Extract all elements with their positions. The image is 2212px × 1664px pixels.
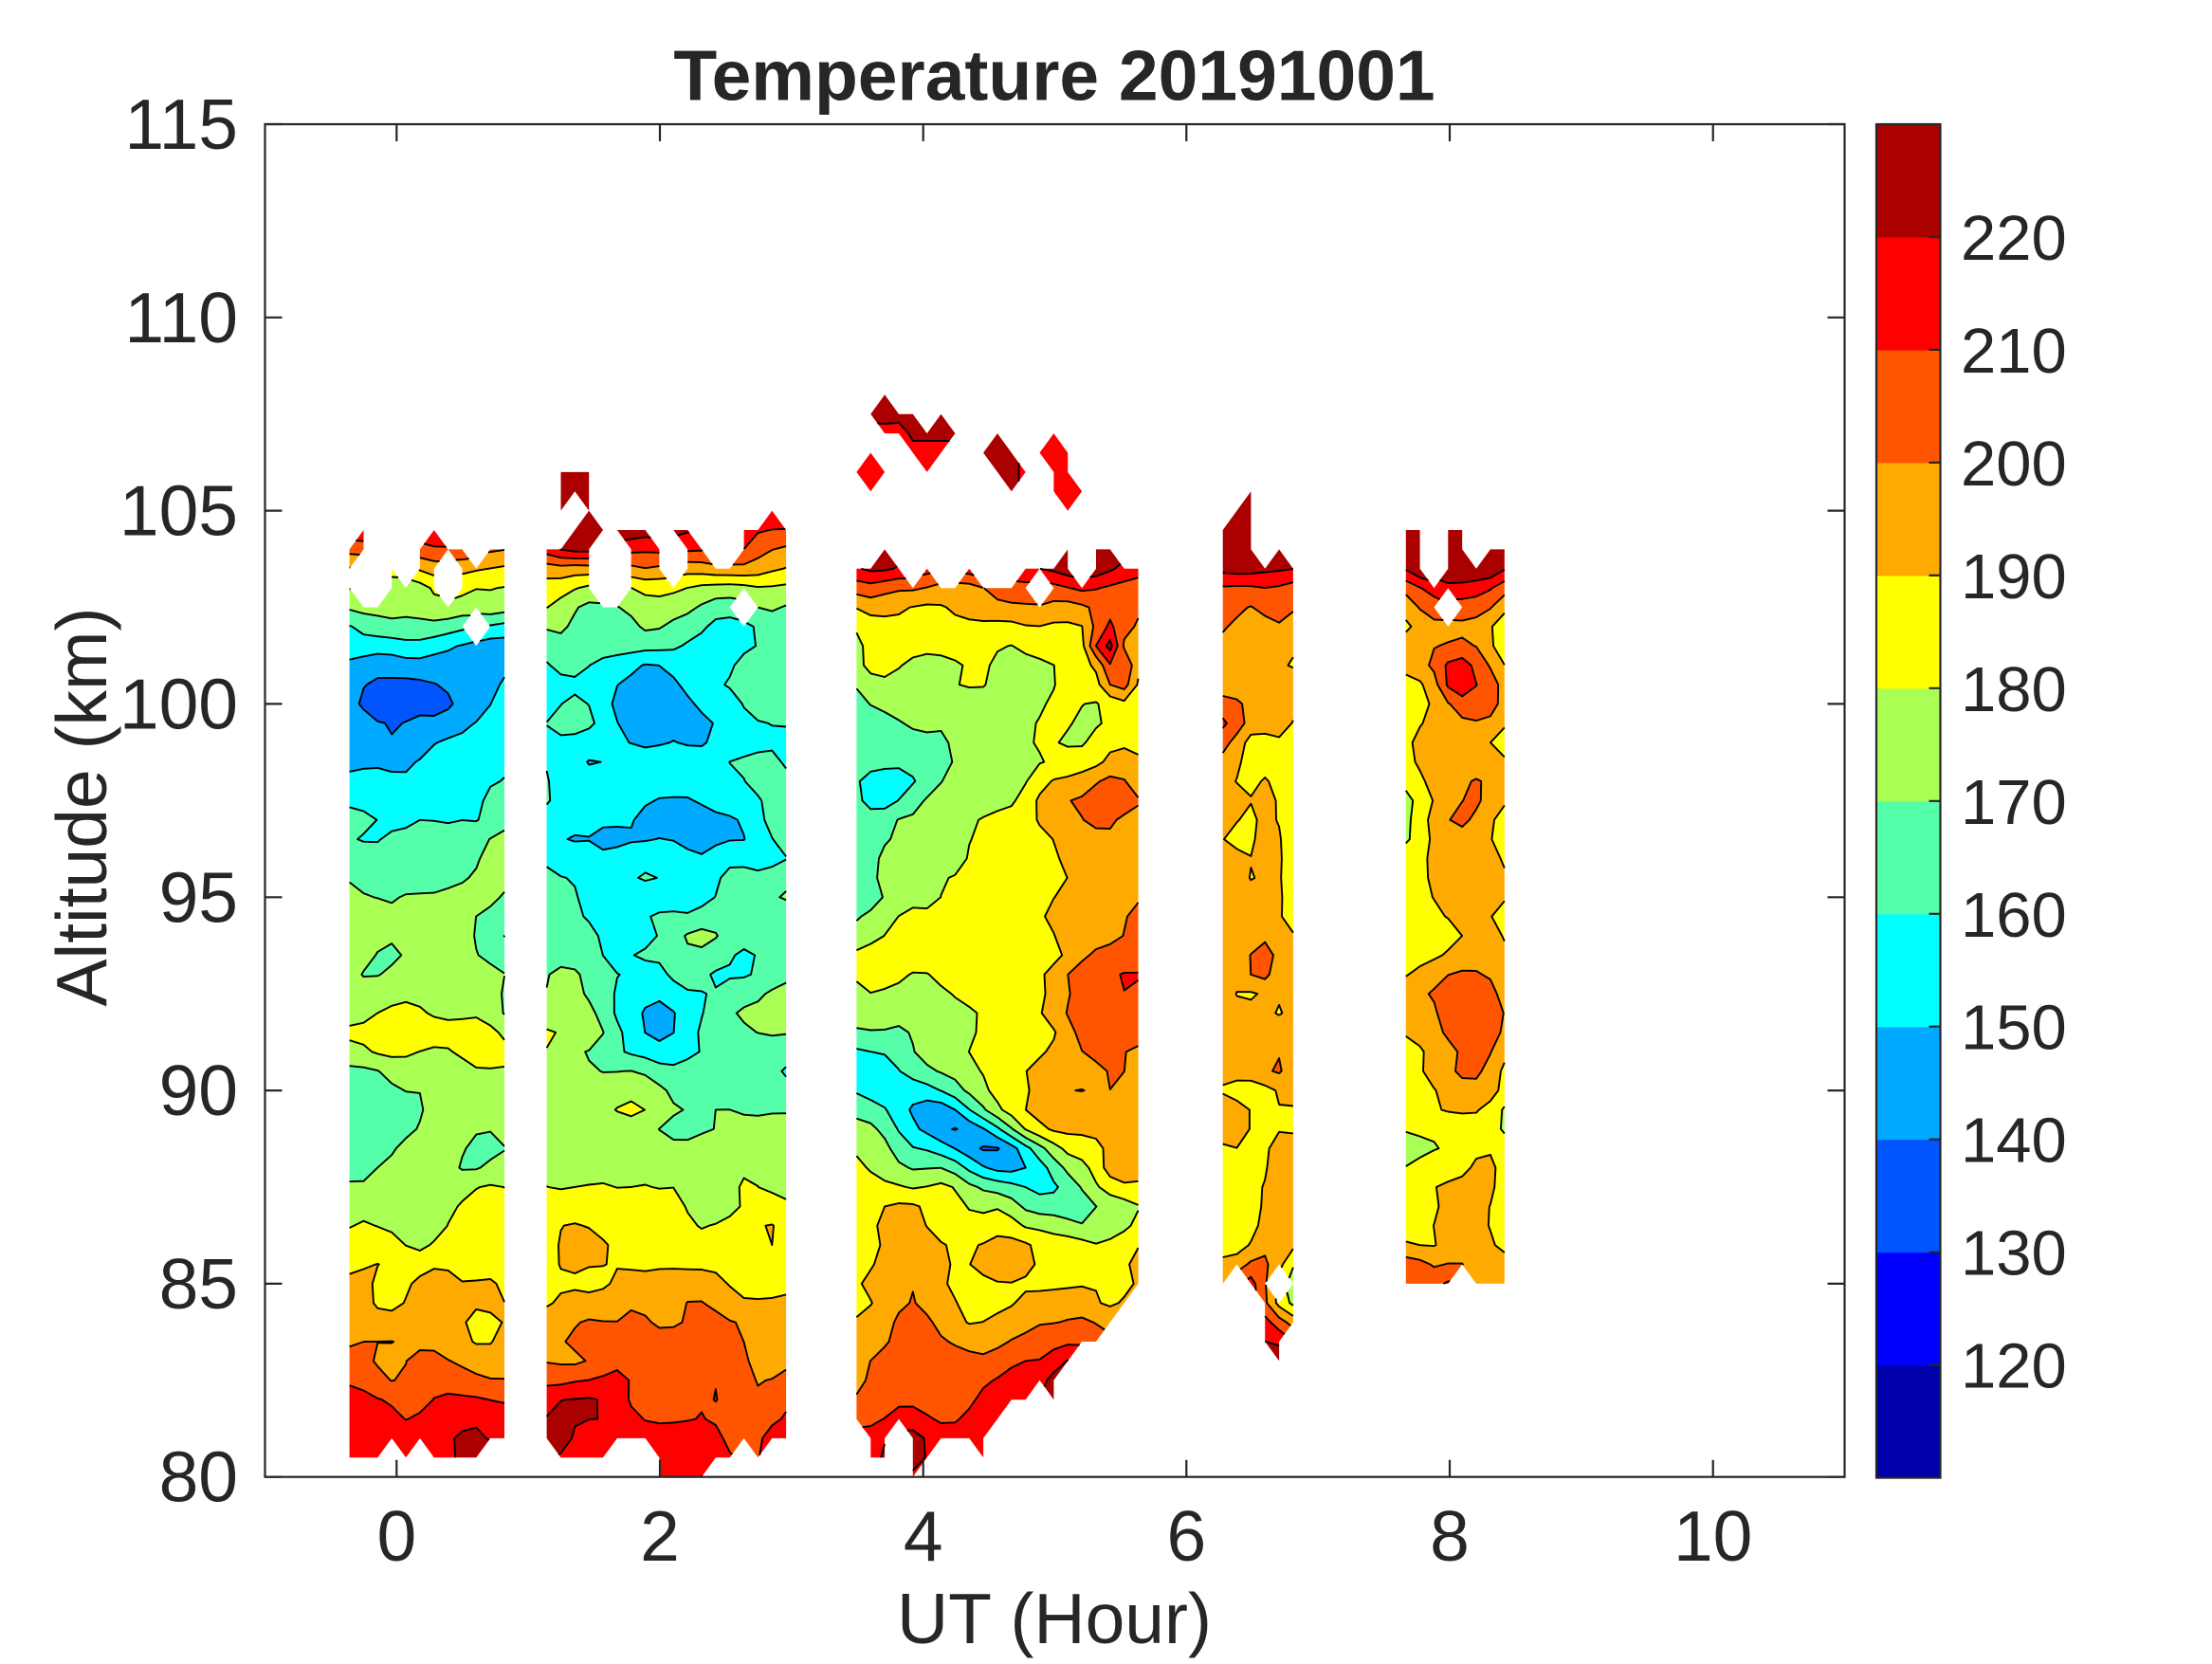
svg-text:2: 2	[640, 1496, 680, 1576]
svg-text:Altitude (km): Altitude (km)	[42, 608, 121, 1007]
svg-text:210: 210	[1961, 316, 2067, 387]
svg-text:8: 8	[1430, 1496, 1470, 1576]
svg-text:4: 4	[904, 1496, 943, 1576]
svg-text:115: 115	[124, 84, 238, 164]
svg-text:110: 110	[124, 278, 238, 357]
svg-text:80: 80	[159, 1437, 238, 1517]
svg-text:UT (Hour): UT (Hour)	[897, 1579, 1212, 1658]
svg-text:90: 90	[159, 1051, 238, 1130]
svg-text:150: 150	[1961, 993, 2067, 1064]
svg-text:85: 85	[159, 1244, 238, 1324]
svg-text:190: 190	[1961, 541, 2067, 613]
svg-text:95: 95	[159, 857, 238, 937]
svg-text:130: 130	[1961, 1218, 2067, 1289]
svg-text:120: 120	[1961, 1331, 2067, 1402]
svg-text:140: 140	[1961, 1106, 2067, 1177]
svg-text:170: 170	[1961, 767, 2067, 838]
svg-text:160: 160	[1961, 880, 2067, 951]
svg-text:200: 200	[1961, 429, 2067, 500]
svg-text:100: 100	[119, 664, 238, 743]
svg-text:10: 10	[1673, 1496, 1752, 1576]
svg-text:0: 0	[376, 1496, 416, 1576]
svg-text:105: 105	[119, 471, 238, 551]
svg-text:220: 220	[1961, 203, 2067, 274]
svg-text:180: 180	[1961, 654, 2067, 725]
svg-text:Temperature 20191001: Temperature 20191001	[673, 36, 1435, 116]
svg-text:6: 6	[1166, 1496, 1206, 1576]
